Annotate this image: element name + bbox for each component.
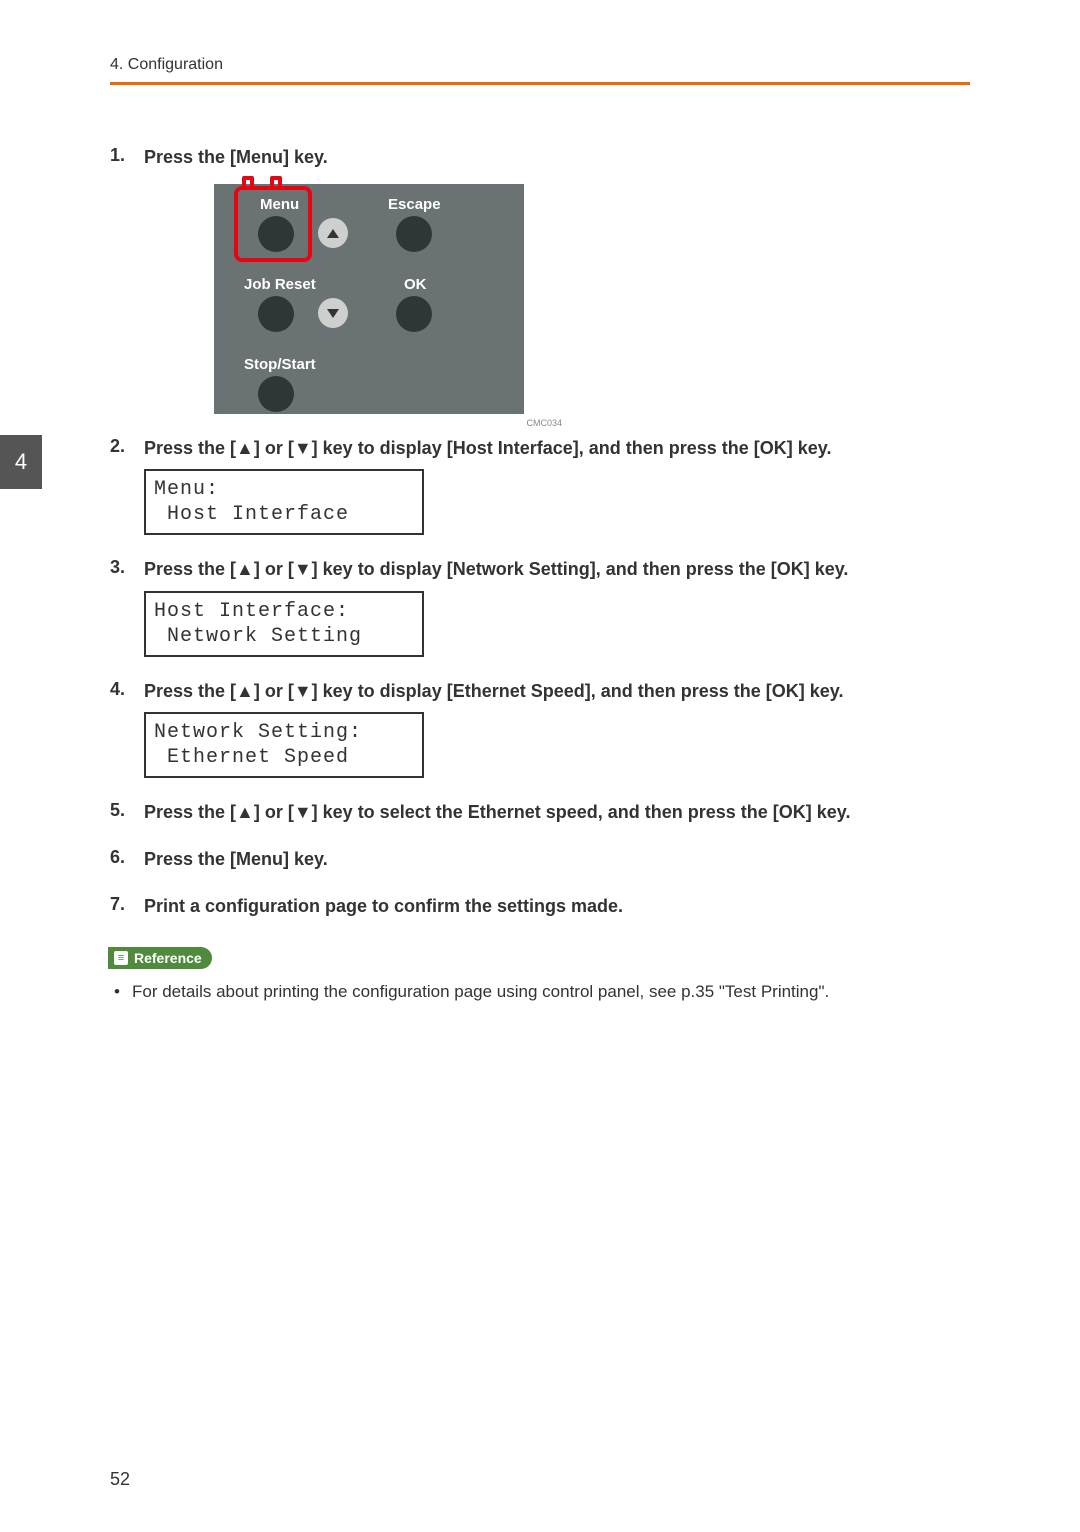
stop-start-button[interactable] (258, 376, 294, 412)
ok-label: OK (404, 276, 427, 293)
lcd-display: Host Interface: Network Setting (144, 591, 424, 657)
menu-highlight (234, 186, 312, 262)
reference-label: Reference (134, 950, 202, 966)
triangle-down-icon (327, 309, 339, 318)
reference-badge: ≡ Reference (108, 947, 212, 969)
page-number: 52 (110, 1469, 130, 1490)
lcd-display: Menu: Host Interface (144, 469, 424, 535)
up-button[interactable] (318, 218, 348, 248)
job-reset-label: Job Reset (244, 276, 316, 293)
header-rule (110, 82, 970, 85)
ok-button[interactable] (396, 296, 432, 332)
step-text: Press the [▲] or [▼] key to display [Hos… (144, 436, 970, 461)
lcd-display: Network Setting: Ethernet Speed (144, 712, 424, 778)
escape-button[interactable] (396, 216, 432, 252)
control-panel-figure: Menu Escape Job Reset OK Stop/Start (214, 184, 558, 414)
step-2: Press the [▲] or [▼] key to display [Hos… (110, 436, 970, 535)
step-4: Press the [▲] or [▼] key to display [Eth… (110, 679, 970, 778)
step-text: Press the [▲] or [▼] key to display [Eth… (144, 679, 970, 704)
reference-item: For details about printing the configura… (132, 979, 970, 1005)
steps-list: Press the [Menu] key. Menu Escape Job Re… (110, 145, 970, 919)
step-3: Press the [▲] or [▼] key to display [Net… (110, 557, 970, 656)
step-text: Press the [▲] or [▼] key to select the E… (144, 800, 970, 825)
step-6: Press the [Menu] key. (110, 847, 970, 872)
stop-start-label: Stop/Start (244, 356, 316, 373)
step-text: Press the [Menu] key. (144, 847, 970, 872)
job-reset-button[interactable] (258, 296, 294, 332)
chapter-tab: 4 (0, 435, 42, 489)
step-1: Press the [Menu] key. Menu Escape Job Re… (110, 145, 970, 414)
reference-icon: ≡ (114, 951, 128, 965)
step-text: Print a configuration page to confirm th… (144, 894, 970, 919)
breadcrumb: 4. Configuration (110, 56, 970, 74)
step-7: Print a configuration page to confirm th… (110, 894, 970, 919)
step-text: Press the [Menu] key. (144, 145, 970, 170)
printer-panel: Menu Escape Job Reset OK Stop/Start (214, 184, 524, 414)
step-5: Press the [▲] or [▼] key to select the E… (110, 800, 970, 825)
figure-caption: CMC034 (526, 418, 562, 428)
escape-label: Escape (388, 196, 441, 213)
down-button[interactable] (318, 298, 348, 328)
menu-highlight-notch-2 (270, 176, 282, 190)
triangle-up-icon (327, 229, 339, 238)
reference-list: For details about printing the configura… (110, 979, 970, 1005)
menu-highlight-notch-1 (242, 176, 254, 190)
step-text: Press the [▲] or [▼] key to display [Net… (144, 557, 970, 582)
